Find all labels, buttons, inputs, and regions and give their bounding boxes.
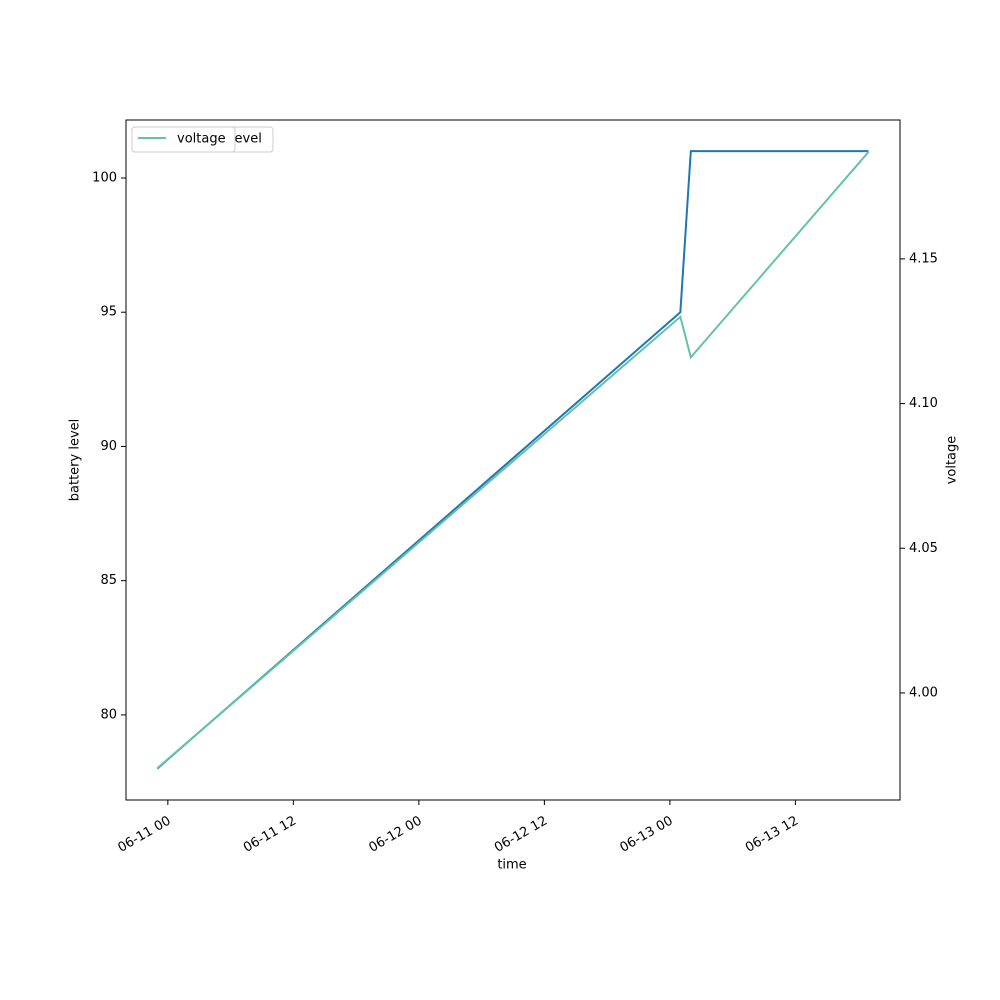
- series-line: [156, 151, 870, 769]
- x-tick-label: 06-13 00: [618, 814, 676, 856]
- x-tick-label: 06-13 12: [743, 814, 801, 856]
- x-tick-label: 06-12 00: [366, 814, 424, 856]
- y-axis-label: battery level: [68, 419, 83, 502]
- y-tick-label: 90: [100, 439, 117, 454]
- y2-tick-label: 4.00: [909, 685, 938, 700]
- y-tick-label: 85: [100, 573, 117, 588]
- y-tick-label: 80: [100, 707, 117, 722]
- y2-tick-label: 4.10: [909, 396, 938, 411]
- legend-box: [131, 126, 236, 153]
- y2-tick-label: 4.05: [909, 541, 938, 556]
- y-tick-label: 95: [100, 305, 117, 320]
- y2-tick-label: 4.15: [909, 251, 938, 266]
- x-axis-label: time: [497, 858, 526, 873]
- x-tick-label: 06-12 12: [492, 814, 550, 856]
- plot-frame: [125, 119, 901, 801]
- x-tick-label: 06-11 12: [241, 814, 299, 856]
- x-tick-label: 06-11 00: [115, 814, 173, 856]
- y-tick-label: 100: [92, 170, 117, 185]
- series-line: [156, 150, 869, 770]
- y2-axis-label: voltage: [945, 436, 960, 485]
- legend-label: voltage: [177, 132, 226, 147]
